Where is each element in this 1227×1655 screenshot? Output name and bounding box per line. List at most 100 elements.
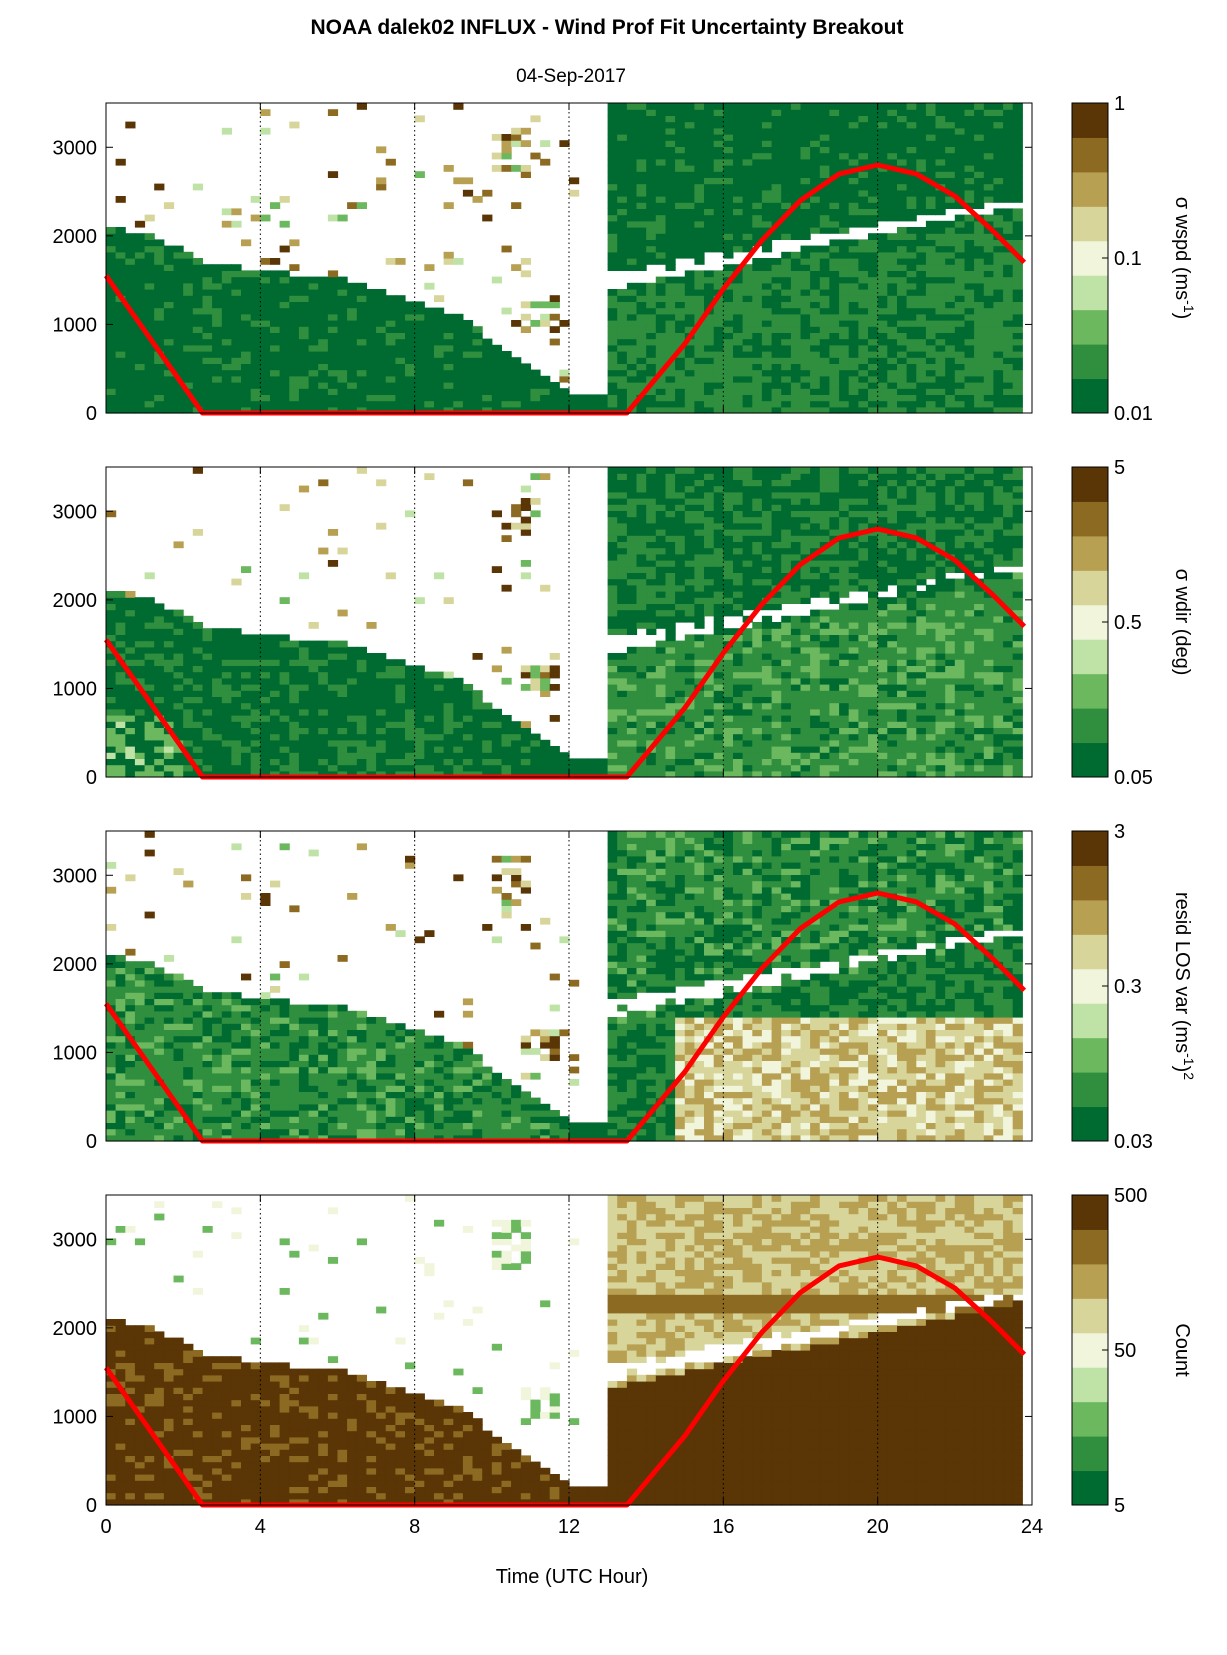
heatmap-cell <box>684 510 695 518</box>
heatmap-cell <box>655 121 666 129</box>
heatmap-cell <box>626 332 638 340</box>
heatmap-cell <box>704 696 715 704</box>
heatmap-cell <box>318 382 329 389</box>
heatmap-cell <box>655 165 666 172</box>
heatmap-cell <box>752 677 763 685</box>
heatmap-cell <box>800 406 811 414</box>
heatmap-cell <box>810 307 821 315</box>
heatmap-cell <box>646 307 657 315</box>
heatmap-cell <box>636 208 647 216</box>
heatmap-cell <box>694 572 705 580</box>
heatmap-cell <box>810 165 821 172</box>
heatmap-cell <box>134 338 146 346</box>
heatmap-cell <box>607 770 618 778</box>
heatmap-cell <box>154 313 165 321</box>
heatmap-cell <box>646 301 657 309</box>
heatmap-cell <box>212 653 223 660</box>
heatmap-cell <box>607 659 618 666</box>
heatmap-cell <box>704 721 715 728</box>
heatmap-cell <box>646 406 657 414</box>
heatmap-cell <box>800 357 811 364</box>
heatmap-cell <box>626 103 638 110</box>
heatmap-cell <box>289 727 300 735</box>
heatmap-cell <box>260 109 271 116</box>
heatmap-cell <box>192 659 203 666</box>
heatmap-cell <box>231 307 242 315</box>
heatmap-cell <box>655 320 666 327</box>
heatmap-cell <box>1012 121 1023 129</box>
heatmap-cell <box>202 400 213 408</box>
heatmap-cell <box>665 634 676 642</box>
heatmap-cell <box>260 289 271 296</box>
heatmap-cell <box>327 665 339 673</box>
heatmap-cell <box>347 696 358 704</box>
heatmap-cell <box>964 245 975 253</box>
heatmap-cell <box>848 202 859 209</box>
heatmap-cell <box>144 400 155 408</box>
heatmap-cell <box>125 746 136 753</box>
heatmap-cell <box>733 498 744 505</box>
heatmap-cell <box>327 363 339 371</box>
heatmap-cell <box>752 233 763 240</box>
heatmap-cell <box>1012 214 1023 222</box>
heatmap-cell <box>366 696 377 704</box>
heatmap-cell <box>964 313 975 321</box>
heatmap-cell <box>954 338 965 346</box>
heatmap-cell <box>887 270 898 278</box>
heatmap-cell <box>154 622 165 629</box>
heatmap-cell <box>289 684 300 691</box>
heatmap-cell <box>173 363 184 371</box>
heatmap-cell <box>626 702 638 710</box>
heatmap-cell <box>925 165 937 172</box>
heatmap-cell <box>144 665 155 673</box>
heatmap-cell <box>694 522 705 530</box>
heatmap-cell <box>906 158 917 166</box>
heatmap-cell <box>183 746 194 753</box>
heatmap-cell <box>482 406 493 414</box>
heatmap-cell <box>472 326 483 333</box>
heatmap-cell <box>308 382 319 389</box>
heatmap-cell <box>395 295 406 302</box>
heatmap-cell <box>752 485 763 493</box>
heatmap-cell <box>704 547 715 555</box>
heatmap-cell <box>289 646 300 654</box>
heatmap-cell <box>511 733 522 741</box>
heatmap-cell <box>298 301 310 309</box>
heatmap-cell <box>733 646 744 654</box>
heatmap-cell <box>617 121 628 129</box>
heatmap-cell <box>395 388 406 395</box>
heatmap-cell <box>993 388 1004 395</box>
heatmap-cell <box>125 375 136 383</box>
heatmap-cell <box>790 134 802 141</box>
heatmap-cell <box>945 320 956 327</box>
heatmap-cell <box>376 394 387 402</box>
heatmap-cell <box>424 369 435 377</box>
heatmap-cell <box>617 382 628 389</box>
heatmap-cell <box>414 394 425 402</box>
heatmap-cell <box>385 659 396 666</box>
heatmap-cell <box>125 264 136 271</box>
heatmap-cell <box>308 326 319 333</box>
heatmap-cell <box>733 665 744 673</box>
heatmap-cell <box>607 357 618 364</box>
heatmap-cell <box>385 301 396 309</box>
heatmap-cell <box>839 146 850 154</box>
heatmap-cell <box>723 578 734 586</box>
heatmap-cell <box>665 400 676 408</box>
heatmap-cell <box>607 609 618 617</box>
heatmap-cell <box>241 653 252 660</box>
heatmap-cell <box>183 301 194 309</box>
heatmap-cell <box>713 516 724 524</box>
heatmap-cell <box>443 764 454 772</box>
heatmap-cell <box>858 183 869 191</box>
heatmap-cell <box>212 634 223 642</box>
heatmap-cell <box>607 572 618 580</box>
heatmap-cell <box>964 264 975 271</box>
heatmap-cell <box>443 202 454 209</box>
heatmap-cell <box>356 363 367 371</box>
heatmap-cell <box>684 220 695 228</box>
heatmap-cell <box>733 295 744 302</box>
heatmap-cell <box>501 764 512 772</box>
heatmap-cell <box>250 301 261 309</box>
heatmap-cell <box>646 770 657 778</box>
